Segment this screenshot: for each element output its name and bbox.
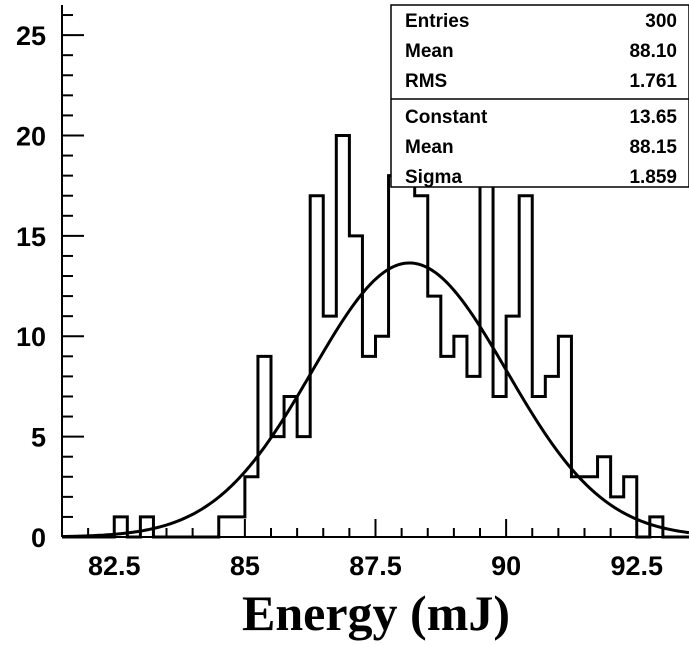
- histogram-bin: [467, 376, 480, 537]
- histogram-bin: [336, 135, 349, 537]
- stats-value: 300: [645, 11, 677, 32]
- stats-label: Entries: [405, 11, 469, 32]
- x-tick-label: 87.5: [349, 551, 402, 581]
- fit-layer: [61, 261, 689, 539]
- stats-label: Mean: [405, 137, 454, 158]
- histogram-bin: [140, 517, 153, 537]
- histogram-bin: [271, 437, 284, 537]
- histogram-bin: [519, 196, 532, 537]
- histogram-bin: [571, 477, 584, 537]
- histogram-bin: [545, 376, 558, 537]
- histogram-bin: [310, 196, 323, 537]
- stats-box: Entries 300 Mean 88.10 RMS 1.761 Constant 13.65…: [390, 4, 689, 188]
- stats-value: 1.859: [629, 167, 677, 188]
- stats-value: 13.65: [629, 107, 677, 128]
- histogram-bin: [611, 497, 624, 537]
- y-tick-label: 0: [31, 523, 46, 553]
- gaussian-fit-curve: [61, 261, 689, 539]
- histogram-bin: [349, 236, 362, 537]
- histogram-bin: [441, 356, 454, 537]
- y-tick-label: 20: [16, 121, 46, 151]
- histogram-bin: [558, 336, 571, 537]
- histogram-bin: [480, 176, 493, 537]
- x-tick-label: 90: [491, 551, 521, 581]
- y-tick-label: 15: [16, 222, 46, 252]
- histogram-bin: [624, 477, 637, 537]
- stats-value: 1.761: [629, 71, 677, 92]
- histogram-bin: [415, 196, 428, 537]
- x-axis-title: Energy (mJ): [242, 585, 510, 641]
- y-tick-label: 5: [31, 423, 46, 453]
- y-tick-label: 10: [16, 322, 46, 352]
- y-tick-label: 25: [16, 21, 46, 51]
- stats-label: Constant: [405, 107, 488, 128]
- stats-label: Mean: [405, 41, 454, 62]
- stats-value: 88.10: [629, 41, 677, 62]
- histogram-bin: [493, 396, 506, 537]
- histogram-bin: [232, 517, 245, 537]
- axis-layer: 82.5 85 87.5 90 92.5 0 5 10 15 20 25: [16, 14, 664, 581]
- histogram-bin: [376, 336, 389, 537]
- histogram-layer: [62, 133, 689, 539]
- histogram-bin: [454, 336, 467, 537]
- stats-label: RMS: [405, 71, 447, 92]
- histogram-bin: [219, 517, 232, 537]
- stats-label: Sigma: [405, 167, 462, 188]
- histogram-bin: [362, 356, 375, 537]
- histogram-bin: [402, 156, 415, 537]
- histogram-outline: [62, 133, 689, 539]
- histogram-bin: [297, 437, 310, 537]
- x-tick-label: 82.5: [88, 551, 141, 581]
- x-tick-label: 85: [230, 551, 260, 581]
- histogram-bin: [389, 176, 402, 537]
- stats-value: 88.15: [629, 137, 677, 158]
- histogram-bin: [506, 316, 519, 537]
- x-tick-label: 92.5: [610, 551, 663, 581]
- histogram-bin: [428, 296, 441, 537]
- stats-box-frame: [390, 4, 689, 188]
- histogram-bin: [245, 477, 258, 537]
